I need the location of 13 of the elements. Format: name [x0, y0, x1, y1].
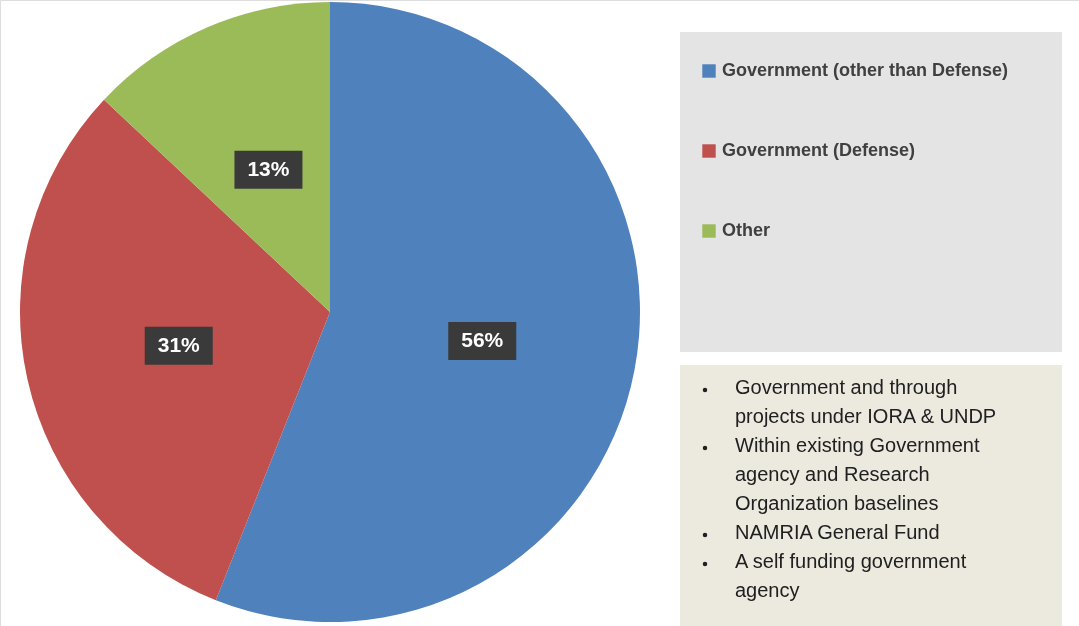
- data-label: 31%: [157, 332, 201, 356]
- pie-slice: [20, 99, 330, 601]
- legend-label: Government (Defense): [722, 140, 916, 160]
- text: NAMRIA General Fund: [735, 521, 940, 543]
- legend-label: Government (other than Defense): [722, 60, 1009, 80]
- text: A self funding government agency: [735, 550, 967, 601]
- data-label: 56%: [461, 328, 504, 352]
- data-label: 13%: [247, 156, 290, 180]
- pie-slice: [104, 2, 330, 312]
- pie-slice: [215, 2, 640, 622]
- text: Government and through projects under IORA & UNDP: [735, 376, 997, 427]
- text: Within existing Government agency and Research Organization baselines: [735, 434, 980, 514]
- legend-label: Other: [722, 220, 771, 240]
